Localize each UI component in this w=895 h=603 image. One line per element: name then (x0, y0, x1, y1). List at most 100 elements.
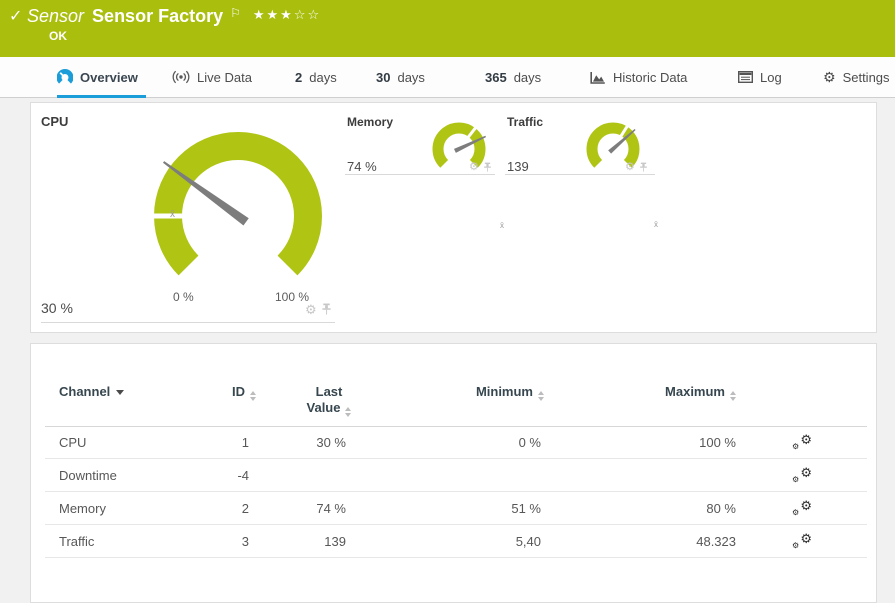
average-marker-notch (466, 125, 478, 139)
tab-label: days (309, 69, 337, 85)
cpu-panel-divider (41, 322, 335, 323)
gauge-icon (57, 69, 73, 85)
tab-label: Overview (80, 69, 138, 85)
gear-icon: ⚙ (823, 68, 836, 85)
traffic-average-marker-label: x̄ (654, 220, 658, 229)
column-header-channel[interactable]: Channel (59, 384, 125, 399)
channel-minimum: 51 % (511, 501, 541, 516)
stars-filled: ★★★ (252, 7, 294, 22)
gear-icon[interactable]: ⚙ (625, 161, 635, 173)
log-icon (738, 71, 753, 83)
table-row: Memory 2 74 % 51 % 80 % ⚙ ⚙ (31, 492, 878, 525)
average-marker-notch (619, 124, 630, 138)
tab-label: Historic Data (613, 69, 688, 85)
page-title: Sensor Factory (92, 6, 224, 26)
memory-gauge-toolbar: ⚙ (469, 162, 492, 173)
column-header-last-value[interactable]: Last Value (289, 384, 369, 417)
traffic-panel-divider (505, 174, 655, 175)
column-header-maximum[interactable]: Maximum (665, 384, 736, 401)
channel-maximum: 80 % (706, 501, 736, 516)
memory-gauge-value: 74 % (347, 159, 377, 174)
channel-last-value: 74 % (316, 501, 346, 516)
channel-maximum: 48.323 (696, 534, 736, 549)
table-header-divider (45, 426, 867, 427)
channel-maximum: 100 % (699, 435, 736, 450)
channel-minimum: 5,40 (515, 534, 541, 549)
table-row: CPU 1 30 % 0 % 100 % ⚙ ⚙ (31, 426, 878, 459)
sort-carets-icon (538, 391, 544, 401)
cpu-gauge-label: CPU (41, 114, 69, 129)
tab-number: 30 (376, 69, 391, 85)
channel-last-value: 30 % (316, 435, 346, 450)
channel-id: 3 (241, 534, 249, 549)
status-badge: OK (49, 29, 67, 43)
traffic-gauge-value: 139 (507, 159, 529, 174)
cpu-scale-max: 100 % (275, 290, 310, 304)
pin-icon[interactable] (483, 162, 492, 173)
channel-name[interactable]: CPU (59, 435, 87, 450)
channel-id: 2 (241, 501, 249, 516)
cpu-gauge-value: 30 % (41, 300, 73, 316)
channel-name[interactable]: Traffic (59, 534, 95, 549)
channel-settings-icon[interactable]: ⚙ ⚙ (792, 465, 812, 484)
traffic-gauge-toolbar: ⚙ (625, 162, 648, 173)
traffic-gauge-label: Traffic (507, 115, 544, 129)
tab-historic-data[interactable]: Historic Data (590, 57, 687, 97)
tab-number: 365 (485, 69, 507, 85)
sort-carets-icon (730, 391, 736, 401)
priority-stars[interactable]: ★★★☆☆ (253, 7, 321, 23)
tab-label: Live Data (197, 69, 252, 85)
column-header-minimum[interactable]: Minimum (476, 384, 544, 401)
gear-icon[interactable]: ⚙ (305, 302, 317, 317)
channel-id: 1 (241, 435, 249, 450)
tab-live-data[interactable]: Live Data (172, 57, 252, 97)
table-row: Downtime -4 ⚙ ⚙ (31, 459, 878, 492)
pin-icon[interactable] (639, 162, 648, 173)
tab-label: Log (760, 69, 782, 85)
sensor-status-header: ✓ Sensor Sensor Factory ⚐ ★★★☆☆ OK (0, 0, 895, 57)
memory-gauge (432, 122, 486, 168)
channel-id: -4 (237, 468, 249, 483)
object-kind-label: Sensor (27, 6, 85, 26)
stars-empty: ☆☆ (293, 7, 322, 22)
sort-carets-icon (345, 407, 352, 417)
priority-flag-icon[interactable]: ⚐ (230, 6, 241, 20)
channel-settings-icon[interactable]: ⚙ ⚙ (792, 432, 812, 451)
gauges-panel: CPU x̄ 0 % 100 % 30 % ⚙ Memory x̄ 74 % (30, 102, 877, 333)
channel-last-value: 139 (324, 534, 346, 549)
tab-30-days[interactable]: 30 days (376, 57, 425, 97)
tab-log[interactable]: Log (738, 57, 782, 97)
channel-name[interactable]: Memory (59, 501, 106, 516)
chart-icon (590, 71, 606, 84)
tab-bar: Overview Live Data 2 days 30 days 365 da… (0, 57, 895, 98)
sort-desc-icon (116, 390, 125, 395)
memory-average-marker-label: x̄ (500, 221, 504, 230)
tab-label: days (513, 69, 542, 85)
tab-overview[interactable]: Overview (57, 57, 146, 98)
gear-icon[interactable]: ⚙ (469, 161, 479, 173)
tab-2-days[interactable]: 2 days (295, 57, 337, 97)
cpu-gauge (150, 132, 322, 276)
tab-label: days (397, 69, 425, 85)
status-check-icon: ✓ (9, 8, 23, 25)
broadcast-icon (172, 70, 190, 84)
channel-settings-icon[interactable]: ⚙ ⚙ (792, 498, 812, 517)
memory-gauge-label: Memory (347, 115, 394, 129)
channel-name[interactable]: Downtime (59, 468, 117, 483)
cpu-scale-min: 0 % (173, 290, 194, 304)
memory-panel-divider (345, 174, 495, 175)
tab-365-days[interactable]: 365 days (485, 57, 541, 97)
tab-label: Settings (842, 69, 890, 85)
channel-settings-icon[interactable]: ⚙ ⚙ (792, 531, 812, 550)
cpu-average-marker-label: x̄ (170, 209, 175, 220)
sort-carets-icon (250, 391, 256, 401)
column-header-id[interactable]: ID (232, 384, 256, 401)
channel-minimum: 0 % (518, 435, 541, 450)
tab-settings[interactable]: ⚙ Settings (823, 57, 890, 97)
pin-icon[interactable] (321, 303, 332, 316)
cpu-gauge-needle (162, 161, 249, 226)
cpu-gauge-toolbar: ⚙ (305, 303, 332, 316)
table-row: Traffic 3 139 5,40 48.323 ⚙ ⚙ (31, 525, 878, 558)
tab-number: 2 (295, 69, 303, 85)
